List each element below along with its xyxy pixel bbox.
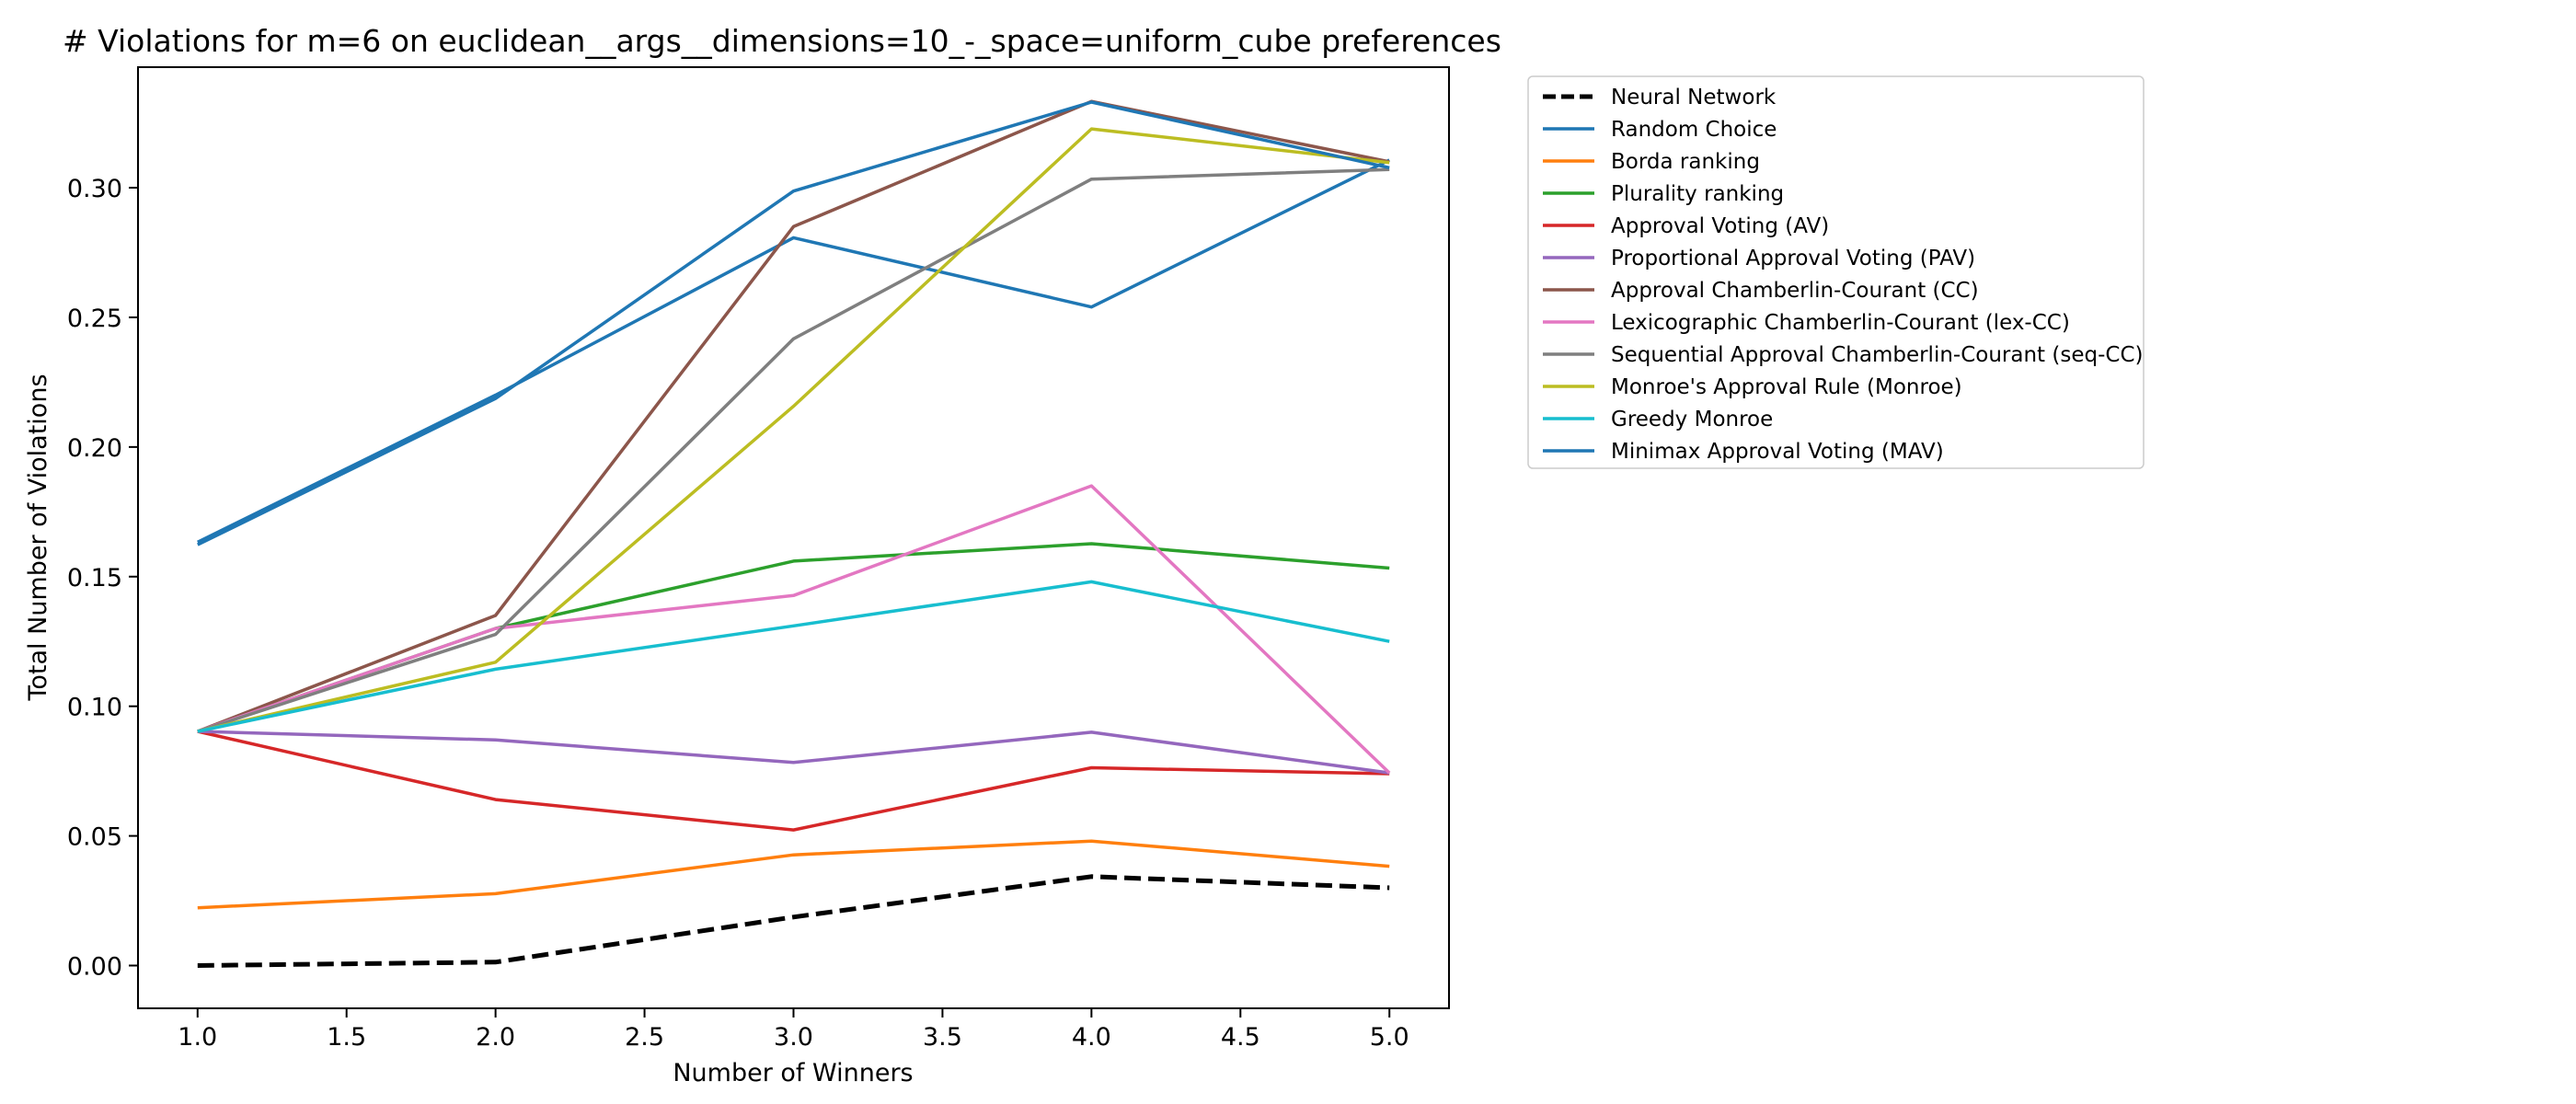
legend-label: Monroe's Approval Rule (Monroe) <box>1611 375 1962 399</box>
y-tick-label: 0.15 <box>67 564 122 592</box>
legend-label: Lexicographic Chamberlin-Courant (lex-CC… <box>1611 311 2070 335</box>
x-tick-label: 1.5 <box>327 1023 366 1052</box>
series-line-random-choice <box>197 158 1390 544</box>
legend-items: Neural Network Random Choice Borda ranking… <box>1543 86 2143 464</box>
legend-label: Random Choice <box>1611 118 1777 142</box>
y-axis-label: Total Number of Violations <box>24 374 52 701</box>
x-tick-label: 4.5 <box>1221 1023 1260 1052</box>
legend-label: Borda ranking <box>1611 150 1760 174</box>
legend-label: Approval Voting (AV) <box>1611 214 1829 238</box>
y-tick-label: 0.00 <box>67 953 122 982</box>
y-tick-label: 0.30 <box>67 175 122 203</box>
y-tick-label: 0.20 <box>67 434 122 463</box>
legend-label: Plurality ranking <box>1611 182 1784 206</box>
legend-label: Proportional Approval Voting (PAV) <box>1611 247 1975 270</box>
x-tick-label: 3.5 <box>923 1023 962 1052</box>
series-line-borda-ranking <box>197 839 1390 910</box>
y-tick-label: 0.10 <box>67 694 122 722</box>
legend-label: Minimax Approval Voting (MAV) <box>1611 440 1944 464</box>
series-line-plurality-ranking <box>197 542 1390 733</box>
series-line-lexicographic-chamberlin-courant-lex-cc <box>197 484 1391 775</box>
x-tick-label: 2.5 <box>625 1023 664 1052</box>
x-tick-label: 5.0 <box>1370 1023 1409 1052</box>
series-line-minimax-approval-voting-mav <box>197 100 1390 546</box>
x-tick-label: 4.0 <box>1072 1023 1111 1052</box>
x-tick-label: 3.0 <box>774 1023 813 1052</box>
series-line-approval-chamberlin-courant-cc <box>197 99 1390 733</box>
plot-frame <box>137 66 1450 1009</box>
series-lines <box>197 99 1391 968</box>
series-line-sequential-approval-chamberlin-courant-seq-cc <box>197 167 1390 733</box>
y-axis-ticks: 0.00 0.05 0.10 0.15 0.20 0.25 0.30 <box>67 175 138 982</box>
y-tick-label: 0.05 <box>67 823 122 852</box>
x-axis-ticks: 1.0 1.5 2.0 2.5 3.0 3.5 4.0 4.5 5.0 <box>178 1008 1409 1052</box>
series-line-approval-voting-av <box>197 730 1390 832</box>
legend: Neural Network Random Choice Borda ranking… <box>1527 75 2145 469</box>
series-line-proportional-approval-voting-pav <box>197 730 1390 775</box>
legend-label: Sequential Approval Chamberlin-Courant (… <box>1611 343 2143 367</box>
series-line-neural-network <box>197 874 1390 968</box>
y-tick-label: 0.25 <box>67 305 122 333</box>
x-axis-label: Number of Winners <box>673 1059 913 1087</box>
series-line-monroe-s-approval-rule-monroe <box>197 127 1390 733</box>
series-line-greedy-monroe <box>197 580 1390 733</box>
legend-label: Greedy Monroe <box>1611 408 1773 431</box>
legend-label: Approval Chamberlin-Courant (CC) <box>1611 279 1979 303</box>
chart-title: # Violations for m=6 on euclidean__args_… <box>63 23 1501 59</box>
x-tick-label: 2.0 <box>476 1023 515 1052</box>
legend-label: Neural Network <box>1611 86 1777 109</box>
legend-box <box>1527 75 2145 469</box>
x-tick-label: 1.0 <box>178 1023 217 1052</box>
